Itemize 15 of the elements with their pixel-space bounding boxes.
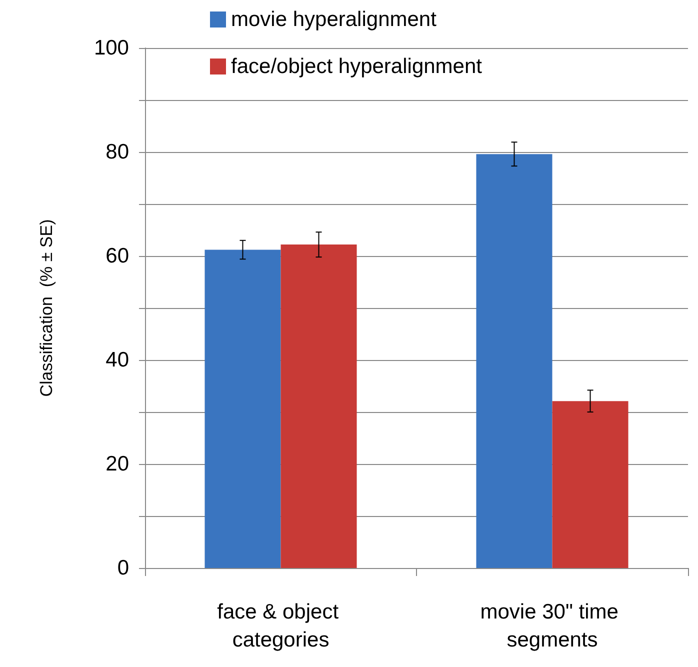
y-tick-label: 100 [94, 36, 129, 60]
bar [476, 154, 552, 568]
legend-label: movie hyperalignment [231, 8, 437, 31]
y-axis-title: Classification (% ± SE) [37, 219, 56, 397]
bar [552, 401, 628, 568]
y-tick-label: 0 [117, 556, 129, 580]
bar [204, 250, 281, 568]
y-tick-label: 20 [106, 452, 129, 476]
y-tick-label: 60 [106, 244, 129, 268]
legend-label: face/object hyperalignment [231, 55, 482, 78]
x-tick-label: face & object categories [217, 600, 344, 652]
y-tick-label: 40 [106, 348, 129, 372]
bar [280, 244, 357, 568]
x-tick-label: movie 30" time segments [480, 600, 624, 652]
y-tick-label: 80 [106, 140, 129, 164]
